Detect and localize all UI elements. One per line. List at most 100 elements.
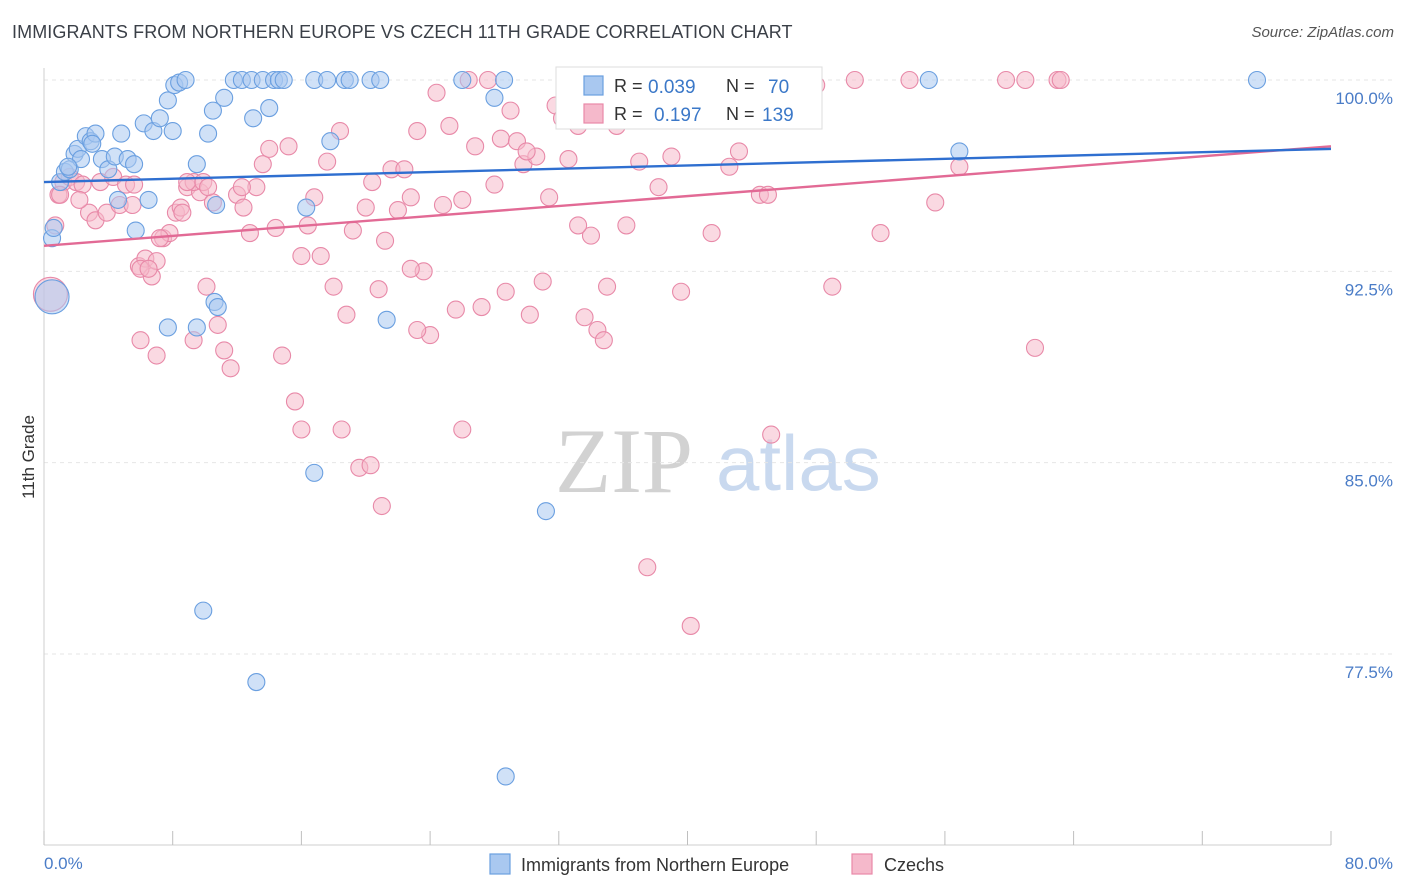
blue-point	[274, 70, 293, 90]
blue-point	[371, 70, 390, 90]
legend-pink-swatch	[583, 103, 604, 124]
pink-point	[363, 172, 382, 192]
blue-point	[150, 109, 169, 128]
pink-point	[70, 190, 89, 209]
y-tick-label: 77.5%	[1345, 663, 1393, 682]
y-tick-label: 85.0%	[1345, 472, 1393, 491]
pink-point	[408, 121, 427, 141]
blue-point	[244, 109, 263, 128]
blue-point	[215, 88, 234, 107]
pink-point	[401, 188, 420, 207]
blue-point	[536, 502, 555, 521]
pink-point	[533, 272, 552, 291]
pink-point	[273, 346, 292, 365]
pink-point	[466, 137, 485, 156]
pink-point	[292, 420, 311, 439]
legend-blue-swatch	[583, 75, 604, 96]
pink-point	[926, 193, 945, 212]
pink-point	[491, 129, 510, 148]
legend-pink-n-value: 139	[762, 105, 794, 126]
blue-point	[34, 279, 70, 315]
pink-point	[453, 190, 472, 209]
pink-point	[372, 496, 391, 516]
blue-point	[176, 70, 195, 90]
pink-point	[950, 157, 969, 176]
blue-point	[377, 310, 396, 329]
blue-point	[158, 318, 177, 337]
blue-point	[139, 190, 158, 209]
pink-point	[446, 300, 465, 319]
legend-pink-r-label: R =	[614, 104, 643, 124]
y-axis-label: 11th Grade	[19, 415, 38, 499]
pink-point	[208, 315, 227, 334]
blue-point	[83, 134, 102, 153]
pink-point	[702, 224, 721, 243]
pink-point	[762, 425, 781, 444]
pink-point	[649, 178, 668, 197]
pink-point	[332, 420, 351, 439]
y-tick-label: 92.5%	[1345, 280, 1393, 299]
blue-point	[495, 70, 514, 90]
pink-point	[845, 70, 864, 90]
pink-point	[1025, 338, 1045, 357]
blue-point	[163, 121, 182, 141]
legend-blue-r-label: R =	[614, 76, 643, 96]
pink-point	[197, 277, 216, 296]
pink-point	[232, 178, 251, 197]
legend-blue-n-label: N =	[726, 76, 755, 96]
pink-point	[199, 178, 218, 197]
pink-point	[594, 331, 613, 350]
pink-point	[569, 216, 588, 235]
bottom-legend-pink-swatch	[851, 853, 873, 875]
x-tick-label-min: 0.0%	[44, 854, 83, 873]
pink-point	[427, 83, 446, 102]
pink-point	[1051, 70, 1070, 90]
pink-point	[559, 150, 578, 169]
blue-point	[203, 101, 222, 120]
pink-point	[173, 203, 192, 222]
pink-point	[253, 155, 272, 174]
pink-point	[996, 70, 1016, 90]
legend-pink-r-value: 0.197	[654, 105, 702, 126]
pink-point	[147, 346, 166, 365]
blue-point	[187, 318, 206, 337]
pink-point	[540, 188, 559, 207]
pink-point	[356, 198, 375, 217]
pink-point	[292, 246, 311, 266]
bottom-legend-blue-swatch	[489, 853, 511, 875]
blue-point	[318, 70, 337, 90]
pink-point	[139, 259, 158, 278]
blue-point	[194, 601, 213, 620]
blue-point	[305, 463, 324, 482]
chart-title: IMMIGRANTS FROM NORTHERN EUROPE VS CZECH…	[12, 22, 793, 42]
blue-point	[247, 673, 266, 692]
pink-point	[279, 137, 298, 156]
blue-point	[1247, 70, 1267, 90]
pink-point	[501, 101, 520, 120]
blue-point	[260, 99, 279, 118]
blue-point	[207, 195, 226, 215]
pink-point	[440, 116, 459, 135]
pink-point	[720, 157, 739, 176]
bottom-legend-pink-label: Czechs	[884, 855, 944, 875]
source-label: Source: ZipAtlas.com	[1251, 24, 1394, 41]
correlation-legend: R = 0.039 N = 70 R = 0.197 N = 139	[555, 66, 823, 130]
pink-point	[433, 195, 453, 215]
blue-point	[199, 124, 218, 143]
pink-point	[617, 216, 636, 235]
pink-point	[361, 456, 380, 475]
blue-point	[453, 70, 472, 90]
pink-point	[1016, 70, 1035, 90]
pink-point	[638, 558, 657, 577]
pink-point	[234, 198, 253, 217]
blue-point	[340, 70, 359, 90]
watermark-zip: ZIP	[555, 410, 693, 512]
blue-point	[485, 88, 504, 107]
northern-europe-points	[34, 70, 1267, 786]
pink-point	[343, 221, 362, 240]
blue-point	[112, 124, 131, 143]
blue-point	[126, 221, 145, 240]
legend-blue-n-value: 70	[768, 77, 789, 98]
pink-point	[408, 320, 427, 340]
